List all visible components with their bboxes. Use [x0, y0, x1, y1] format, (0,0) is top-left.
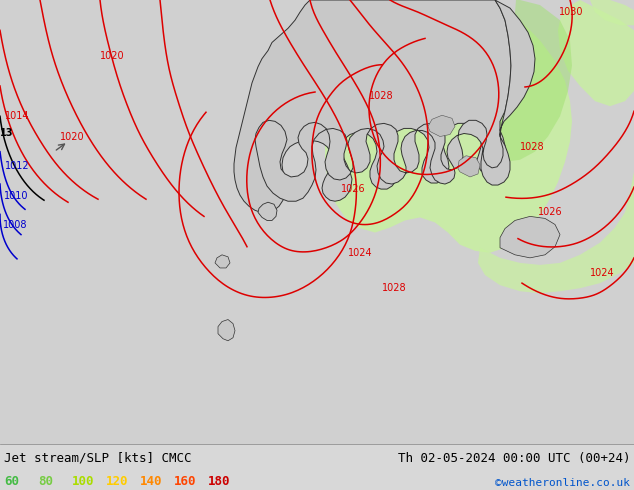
Text: 1024: 1024: [590, 268, 614, 278]
Text: 140: 140: [140, 475, 162, 488]
Text: 180: 180: [208, 475, 231, 488]
Polygon shape: [485, 0, 572, 162]
Polygon shape: [428, 115, 455, 137]
Text: 1028: 1028: [520, 142, 545, 151]
Text: 1008: 1008: [3, 220, 27, 230]
Polygon shape: [558, 0, 634, 106]
Text: 1026: 1026: [538, 207, 562, 218]
Text: 120: 120: [106, 475, 129, 488]
Text: 80: 80: [38, 475, 53, 488]
Polygon shape: [310, 0, 572, 253]
Text: 1026: 1026: [340, 184, 365, 194]
Text: 1028: 1028: [382, 283, 406, 293]
Text: 160: 160: [174, 475, 197, 488]
Text: 1024: 1024: [347, 248, 372, 258]
Text: 1010: 1010: [4, 191, 29, 201]
Polygon shape: [215, 255, 230, 268]
Text: 100: 100: [72, 475, 94, 488]
Text: ©weatheronline.co.uk: ©weatheronline.co.uk: [495, 478, 630, 488]
Text: 13: 13: [0, 128, 13, 139]
Polygon shape: [590, 0, 634, 25]
Polygon shape: [234, 0, 511, 212]
Text: 1012: 1012: [5, 161, 30, 171]
Text: 1020: 1020: [100, 50, 125, 61]
Polygon shape: [255, 0, 535, 201]
Text: 60: 60: [4, 475, 19, 488]
Text: Th 02-05-2024 00:00 UTC (00+24): Th 02-05-2024 00:00 UTC (00+24): [398, 452, 630, 465]
Polygon shape: [500, 217, 560, 258]
Text: 1014: 1014: [5, 111, 30, 122]
Polygon shape: [218, 319, 235, 341]
Polygon shape: [478, 172, 634, 293]
Text: Jet stream/SLP [kts] CMCC: Jet stream/SLP [kts] CMCC: [4, 452, 191, 465]
Text: 1030: 1030: [559, 7, 583, 17]
Polygon shape: [458, 156, 480, 177]
Polygon shape: [258, 202, 277, 220]
Text: 1020: 1020: [60, 131, 84, 142]
Text: 1028: 1028: [370, 91, 394, 101]
